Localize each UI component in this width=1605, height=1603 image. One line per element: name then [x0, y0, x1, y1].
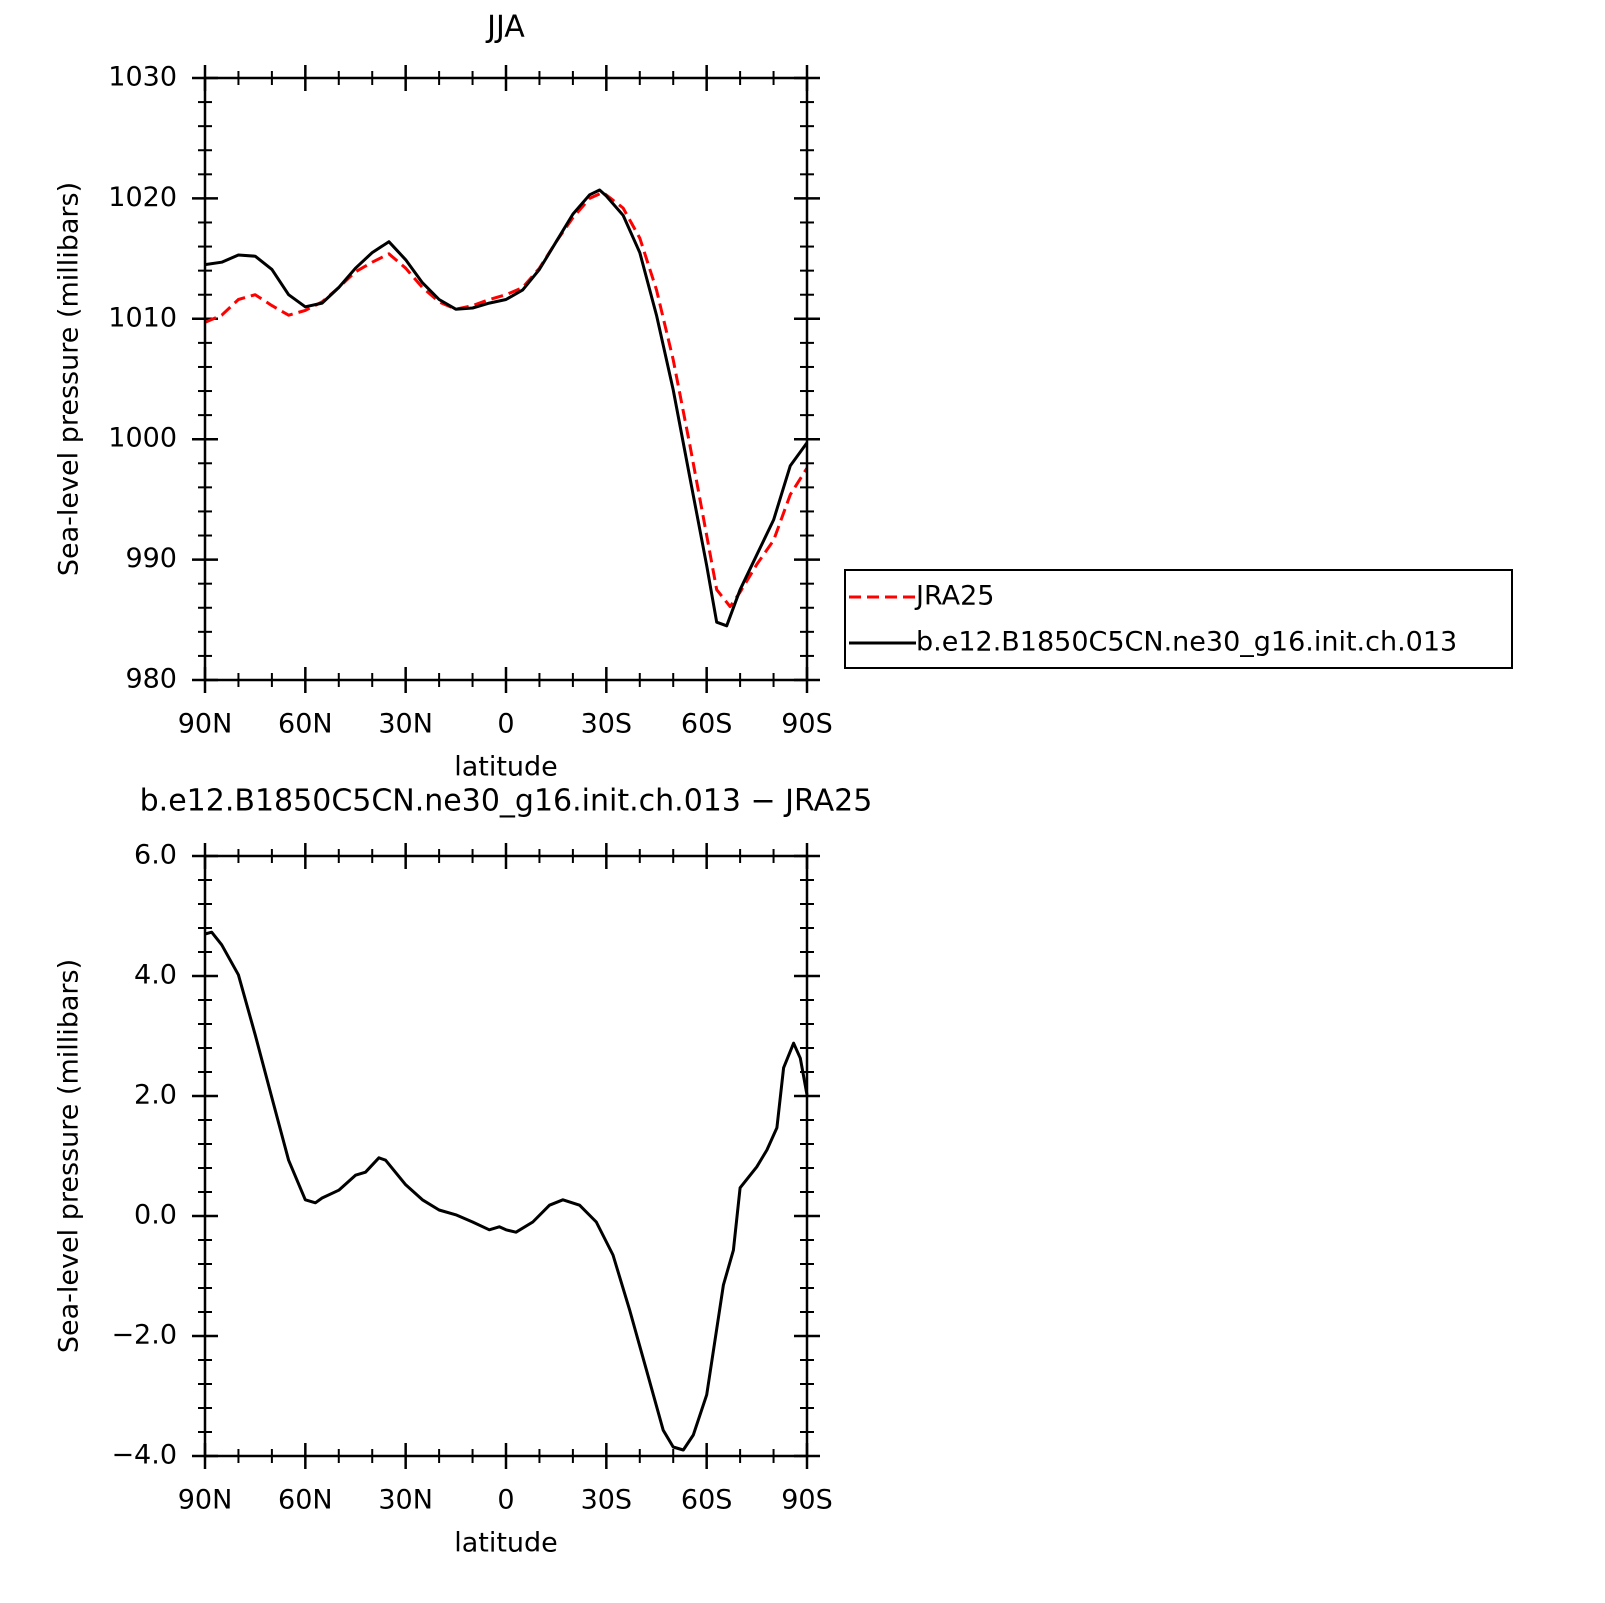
- x-tick-label: 90N: [178, 709, 233, 740]
- y-tick-label: 1000: [108, 423, 177, 454]
- x-tick-label: 90S: [781, 1485, 833, 1516]
- y-tick-label: −2.0: [111, 1320, 177, 1351]
- x-tick-label: 60N: [278, 709, 333, 740]
- legend-label: b.e12.B1850C5CN.ne30_g16.init.ch.013: [916, 627, 1457, 658]
- y-tick-label: 6.0: [134, 840, 177, 871]
- chart-title: JJA: [485, 10, 525, 45]
- y-tick-label: 980: [125, 664, 177, 695]
- series-line: [204, 930, 809, 1452]
- y-tick-label: 0.0: [134, 1200, 177, 1231]
- x-tick-label: 0: [497, 1485, 514, 1516]
- x-tick-label: 60S: [681, 1485, 733, 1516]
- y-tick-label: 1010: [108, 302, 177, 333]
- legend-label: JRA25: [914, 581, 994, 612]
- x-tick-label: 30N: [378, 1485, 433, 1516]
- y-axis-label: Sea-level pressure (millibars): [54, 959, 85, 1353]
- plot: b.e12.B1850C5CN.ne30_g16.init.ch.013 − J…: [54, 784, 873, 1559]
- plot: JJA latitude Sea-level pressure (millibars…: [54, 10, 1513, 783]
- y-tick-label: 1020: [108, 182, 177, 213]
- x-tick-label: 30S: [581, 709, 633, 740]
- x-tick-label: 30N: [378, 709, 433, 740]
- x-tick-label: 90N: [178, 1485, 233, 1516]
- y-tick-label: 990: [125, 543, 177, 574]
- legend-box: [844, 569, 1513, 669]
- x-tick-label: 0: [497, 709, 514, 740]
- x-tick-label: 30S: [581, 1485, 633, 1516]
- series-line: [204, 190, 809, 609]
- plot-frame: [203, 76, 809, 682]
- x-tick-label: 60N: [278, 1485, 333, 1516]
- y-tick-label: 1030: [108, 62, 177, 93]
- y-tick-label: −4.0: [111, 1440, 177, 1471]
- x-tick-label: 90S: [781, 709, 833, 740]
- y-tick-label: 4.0: [134, 960, 177, 991]
- y-tick-label: 2.0: [134, 1080, 177, 1111]
- y-axis-label: Sea-level pressure (millibars): [54, 182, 85, 576]
- x-axis-label: latitude: [454, 752, 558, 783]
- legend: JRA25 b.e12.B1850C5CN.ne30_g16.init.ch.01…: [844, 569, 1513, 669]
- plot-frame: [203, 854, 809, 1458]
- series-line: [204, 188, 809, 628]
- x-tick-label: 60S: [681, 709, 733, 740]
- x-axis-label: latitude: [454, 1528, 558, 1559]
- chart-title: b.e12.B1850C5CN.ne30_g16.init.ch.013 − J…: [140, 784, 873, 819]
